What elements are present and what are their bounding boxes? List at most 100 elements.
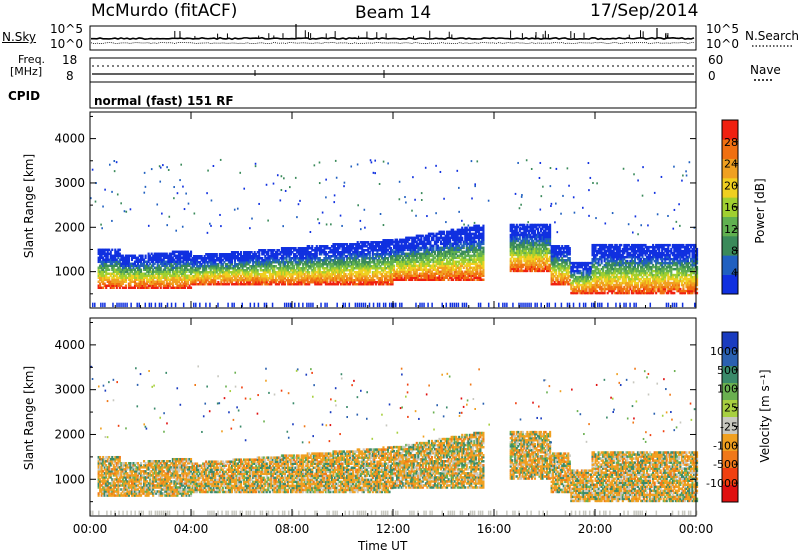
echo-cell xyxy=(203,255,206,258)
echo-cell xyxy=(314,276,317,280)
echo-cell xyxy=(130,286,134,289)
echo-cell xyxy=(297,249,300,252)
echo-cell xyxy=(396,252,399,256)
echo-cell xyxy=(156,254,159,258)
echo-cell xyxy=(411,268,414,272)
echo-cell xyxy=(235,270,238,274)
echo-cell xyxy=(400,278,403,282)
echo-cell xyxy=(302,266,305,270)
echo-cell xyxy=(218,259,221,262)
echo-cell xyxy=(341,280,344,284)
echo-cell xyxy=(267,264,270,268)
echo-cell xyxy=(415,244,418,248)
echo-cell xyxy=(358,259,361,262)
echo-cell xyxy=(164,262,167,266)
echo-cell xyxy=(109,274,112,278)
echo-cell xyxy=(230,251,234,254)
echo-cell xyxy=(288,264,291,268)
echo-cell xyxy=(394,260,397,264)
echo-cell xyxy=(420,266,423,270)
echo-cell xyxy=(203,266,206,270)
echo-cell xyxy=(303,280,306,284)
echo-cell xyxy=(167,272,170,276)
echo-cell xyxy=(386,282,390,286)
echo-cell xyxy=(399,248,402,252)
echo-cell xyxy=(206,278,209,282)
echo-cell xyxy=(338,268,341,272)
echo-cell xyxy=(361,245,364,248)
echo-cell xyxy=(141,264,144,268)
echo-cell xyxy=(411,258,414,262)
echo-cell xyxy=(380,282,383,286)
echo-cell xyxy=(255,272,258,276)
echo-cell xyxy=(146,274,149,278)
echo-cell xyxy=(324,272,327,276)
echo-cell xyxy=(405,252,408,256)
echo-cell xyxy=(221,259,224,262)
echo-cell xyxy=(185,280,188,284)
echo-cell xyxy=(141,272,144,276)
echo-cell xyxy=(356,243,359,246)
echo-cell xyxy=(409,272,412,276)
echo-cell xyxy=(115,280,118,284)
echo-cell xyxy=(249,251,252,254)
echo-cell xyxy=(235,257,238,260)
echo-cell xyxy=(99,248,102,252)
echo-cell xyxy=(226,255,229,258)
echo-cell xyxy=(332,253,335,256)
echo-cell xyxy=(97,276,100,280)
echo-cell xyxy=(352,243,355,246)
echo-cell xyxy=(308,245,311,248)
echo-cell xyxy=(120,270,123,274)
echo-cell xyxy=(279,278,282,282)
echo-cell xyxy=(277,268,280,272)
echo-cell xyxy=(373,266,376,270)
echo-cell xyxy=(368,280,371,284)
echo-cell xyxy=(306,251,309,254)
echo-cell xyxy=(343,249,346,252)
echo-cell xyxy=(196,282,199,286)
echo-cell xyxy=(371,270,374,274)
echo-cell xyxy=(246,282,249,286)
echo-cell xyxy=(417,252,420,256)
echo-cell xyxy=(112,276,115,280)
echo-cell xyxy=(367,243,370,246)
echo-cell xyxy=(317,270,320,274)
echo-cell xyxy=(397,274,400,278)
echo-cell xyxy=(365,253,368,256)
echo-cell xyxy=(347,268,350,272)
echo-cell xyxy=(396,256,399,260)
echo-cell xyxy=(276,249,279,252)
echo-cell xyxy=(293,266,296,270)
echo-cell xyxy=(112,266,115,270)
echo-cell xyxy=(232,282,235,286)
echo-cell xyxy=(250,259,253,262)
echo-cell xyxy=(362,260,365,264)
echo-cell xyxy=(311,255,314,258)
echo-cell xyxy=(109,286,112,289)
echo-cell xyxy=(317,268,320,272)
echo-cell xyxy=(194,262,197,266)
echo-cell xyxy=(136,258,140,262)
echo-cell xyxy=(194,257,197,260)
echo-cell xyxy=(376,245,379,248)
echo-cell xyxy=(349,260,352,264)
echo-cell xyxy=(317,259,320,262)
echo-cell xyxy=(250,264,253,268)
echo-cell xyxy=(229,276,232,280)
echo-cell xyxy=(108,252,111,256)
echo-cell xyxy=(324,276,327,280)
echo-cell xyxy=(285,278,288,282)
echo-cell xyxy=(400,254,403,258)
echo-cell xyxy=(312,266,315,270)
echo-cell xyxy=(371,255,374,258)
echo-cell xyxy=(332,259,335,262)
echo-cell xyxy=(108,258,111,262)
echo-cell xyxy=(162,254,165,258)
echo-cell xyxy=(346,257,349,260)
echo-cell xyxy=(183,274,187,278)
echo-cell xyxy=(367,266,370,270)
echo-cell xyxy=(170,260,173,264)
echo-cell xyxy=(267,253,270,256)
freq-panel-frame xyxy=(89,57,697,83)
